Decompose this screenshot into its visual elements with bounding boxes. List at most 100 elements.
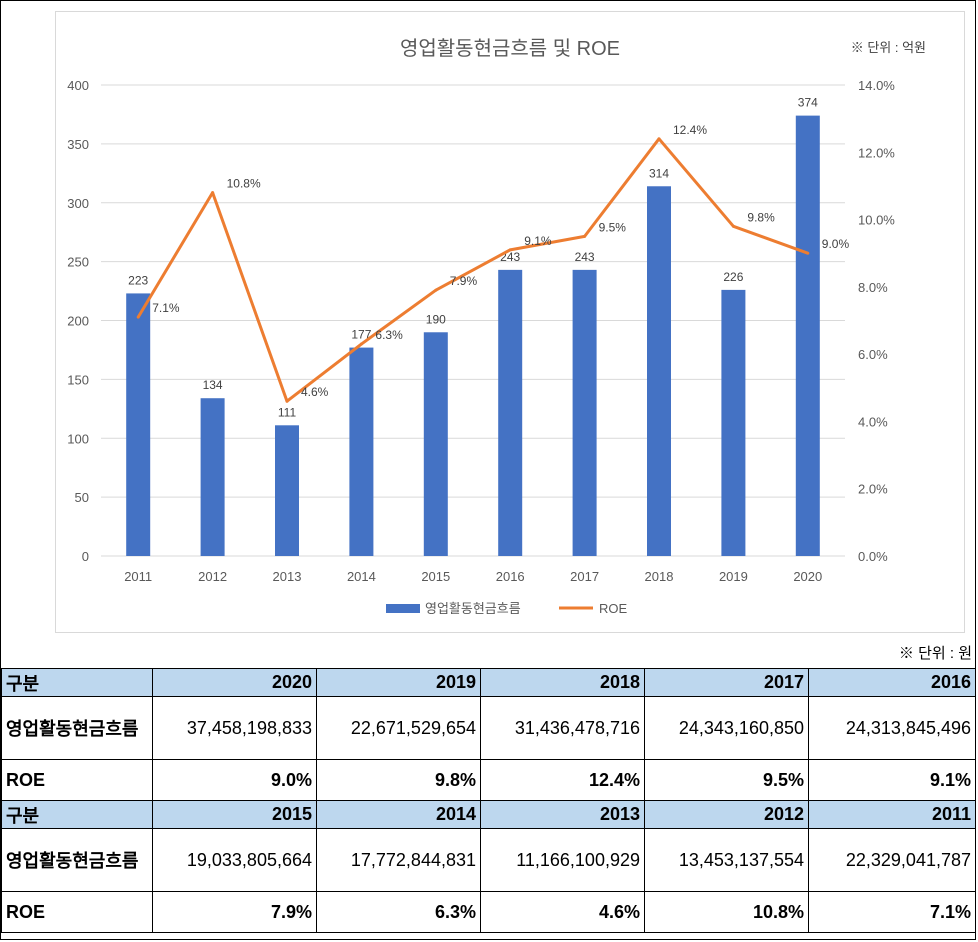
table-cell: 17,772,844,831 bbox=[316, 828, 481, 892]
table-cell: 22,329,041,787 bbox=[808, 828, 976, 892]
table-cell: 9.8% bbox=[316, 759, 481, 801]
header-cell: 2012 bbox=[644, 800, 809, 829]
header-cell: 구분 bbox=[1, 668, 153, 697]
line-point bbox=[285, 399, 289, 403]
table-cell: 7.1% bbox=[808, 891, 976, 933]
table-row-cashflow: 영업활동현금흐름 37,458,198,833 22,671,529,654 3… bbox=[1, 696, 976, 760]
table-cell: 9.1% bbox=[808, 759, 976, 801]
y-right-tick-label: 8.0% bbox=[858, 280, 888, 295]
x-tick-label: 2017 bbox=[570, 569, 599, 584]
bar bbox=[275, 425, 299, 556]
y-right-tick-label: 2.0% bbox=[858, 482, 888, 497]
y-left-tick-label: 300 bbox=[67, 196, 89, 211]
bar bbox=[647, 186, 671, 556]
y-left-tick-label: 0 bbox=[82, 549, 89, 564]
line-value-label: 7.1% bbox=[152, 301, 180, 315]
bar-value-label: 177 bbox=[351, 328, 371, 342]
chart-title: 영업활동현금흐름 및 ROE bbox=[400, 37, 620, 60]
x-tick-label: 2016 bbox=[496, 569, 525, 584]
x-tick-label: 2014 bbox=[347, 569, 376, 584]
y-right-tick-label: 14.0% bbox=[858, 78, 895, 93]
y-right-tick-label: 0.0% bbox=[858, 549, 888, 564]
table-cell: 19,033,805,664 bbox=[152, 828, 317, 892]
line-point bbox=[583, 234, 587, 238]
y-right-tick-label: 6.0% bbox=[858, 347, 888, 362]
table-cell: 11,166,100,929 bbox=[480, 828, 645, 892]
chart-unit-note: ※ 단위 : 억원 bbox=[851, 40, 926, 55]
bar-value-label: 190 bbox=[426, 312, 446, 326]
line-value-label: 4.6% bbox=[301, 385, 329, 399]
x-tick-label: 2013 bbox=[273, 569, 302, 584]
table-row-roe: ROE 7.9% 6.3% 4.6% 10.8% 7.1% bbox=[1, 891, 976, 933]
line-value-label: 10.8% bbox=[227, 177, 261, 191]
row-label: 영업활동현금흐름 bbox=[1, 696, 153, 760]
bar bbox=[795, 115, 820, 557]
bar bbox=[200, 398, 225, 556]
table-cell: 10.8% bbox=[644, 891, 809, 933]
header-cell: 2017 bbox=[644, 668, 809, 697]
x-tick-label: 2019 bbox=[719, 569, 748, 584]
table-cell: 24,343,160,850 bbox=[644, 696, 809, 760]
x-tick-label: 2020 bbox=[793, 569, 822, 584]
y-left-tick-label: 400 bbox=[67, 78, 89, 93]
header-cell: 2018 bbox=[480, 668, 645, 697]
header-cell: 2015 bbox=[152, 800, 317, 829]
x-tick-label: 2015 bbox=[421, 569, 450, 584]
chart-container: 영업활동현금흐름 및 ROE ※ 단위 : 억원 0 50 100 150 200 250 30… bbox=[55, 11, 965, 633]
y-right-tick-label: 4.0% bbox=[858, 414, 888, 429]
y-left-tick-label: 200 bbox=[67, 314, 89, 329]
y-right-tick-label: 10.0% bbox=[858, 213, 895, 228]
header-cell: 2020 bbox=[152, 668, 317, 697]
line-point bbox=[508, 248, 512, 252]
table-cell: 9.5% bbox=[644, 759, 809, 801]
table-unit-note: ※ 단위 : 원 bbox=[898, 645, 972, 662]
header-cell: 2013 bbox=[480, 800, 645, 829]
line-value-label: 7.9% bbox=[450, 274, 478, 288]
line-point bbox=[211, 191, 215, 195]
y-right-tick-label: 12.0% bbox=[858, 145, 895, 160]
table-cell: 13,453,137,554 bbox=[644, 828, 809, 892]
bar-value-label: 314 bbox=[649, 166, 669, 180]
line-point bbox=[657, 137, 661, 141]
table-header-row: 구분 2020 2019 2018 2017 2016 bbox=[1, 668, 976, 697]
table-header-row: 구분 2015 2014 2013 2012 2011 bbox=[1, 800, 976, 829]
legend-label-bar: 영업활동현금흐름 bbox=[425, 601, 521, 616]
line-point bbox=[806, 251, 810, 255]
header-cell: 2016 bbox=[808, 668, 976, 697]
legend-label-line: ROE bbox=[599, 601, 628, 616]
table-cell: 4.6% bbox=[480, 891, 645, 933]
legend-swatch-bar bbox=[386, 604, 420, 613]
y-left-tick-label: 250 bbox=[67, 255, 89, 270]
bar-value-label: 223 bbox=[128, 273, 148, 287]
table-cell: 24,313,845,496 bbox=[808, 696, 976, 760]
row-label: ROE bbox=[1, 891, 153, 933]
table-cell: 6.3% bbox=[316, 891, 481, 933]
bar-value-label: 226 bbox=[723, 270, 743, 284]
bar-value-label: 111 bbox=[278, 405, 297, 419]
table-cell: 37,458,198,833 bbox=[152, 696, 317, 760]
bar-value-label: 374 bbox=[798, 96, 818, 110]
line-point bbox=[731, 224, 735, 228]
line-point bbox=[136, 315, 140, 319]
row-label: 영업활동현금흐름 bbox=[1, 828, 153, 892]
combo-chart: 영업활동현금흐름 및 ROE ※ 단위 : 억원 0 50 100 150 200 250 30… bbox=[67, 37, 926, 616]
row-label: ROE bbox=[1, 759, 153, 801]
bar bbox=[498, 269, 523, 556]
y-left-tick-label: 350 bbox=[67, 137, 89, 152]
table-row-roe: ROE 9.0% 9.8% 12.4% 9.5% 9.1% bbox=[1, 759, 976, 801]
bar-value-label: 243 bbox=[575, 250, 595, 264]
y-left-tick-label: 150 bbox=[67, 372, 89, 387]
bar bbox=[572, 269, 597, 556]
x-tick-label: 2018 bbox=[645, 569, 674, 584]
line-point bbox=[434, 288, 438, 292]
line-value-label: 9.0% bbox=[822, 237, 850, 251]
line-value-label: 9.5% bbox=[599, 220, 627, 234]
header-cell: 2014 bbox=[316, 800, 481, 829]
data-table: 구분 2020 2019 2018 2017 2016 영업활동현금흐름 37,… bbox=[1, 668, 976, 933]
bar bbox=[721, 289, 746, 556]
table-cell: 22,671,529,654 bbox=[316, 696, 481, 760]
header-cell: 구분 bbox=[1, 800, 153, 829]
header-cell: 2019 bbox=[316, 668, 481, 697]
bar bbox=[126, 293, 151, 556]
